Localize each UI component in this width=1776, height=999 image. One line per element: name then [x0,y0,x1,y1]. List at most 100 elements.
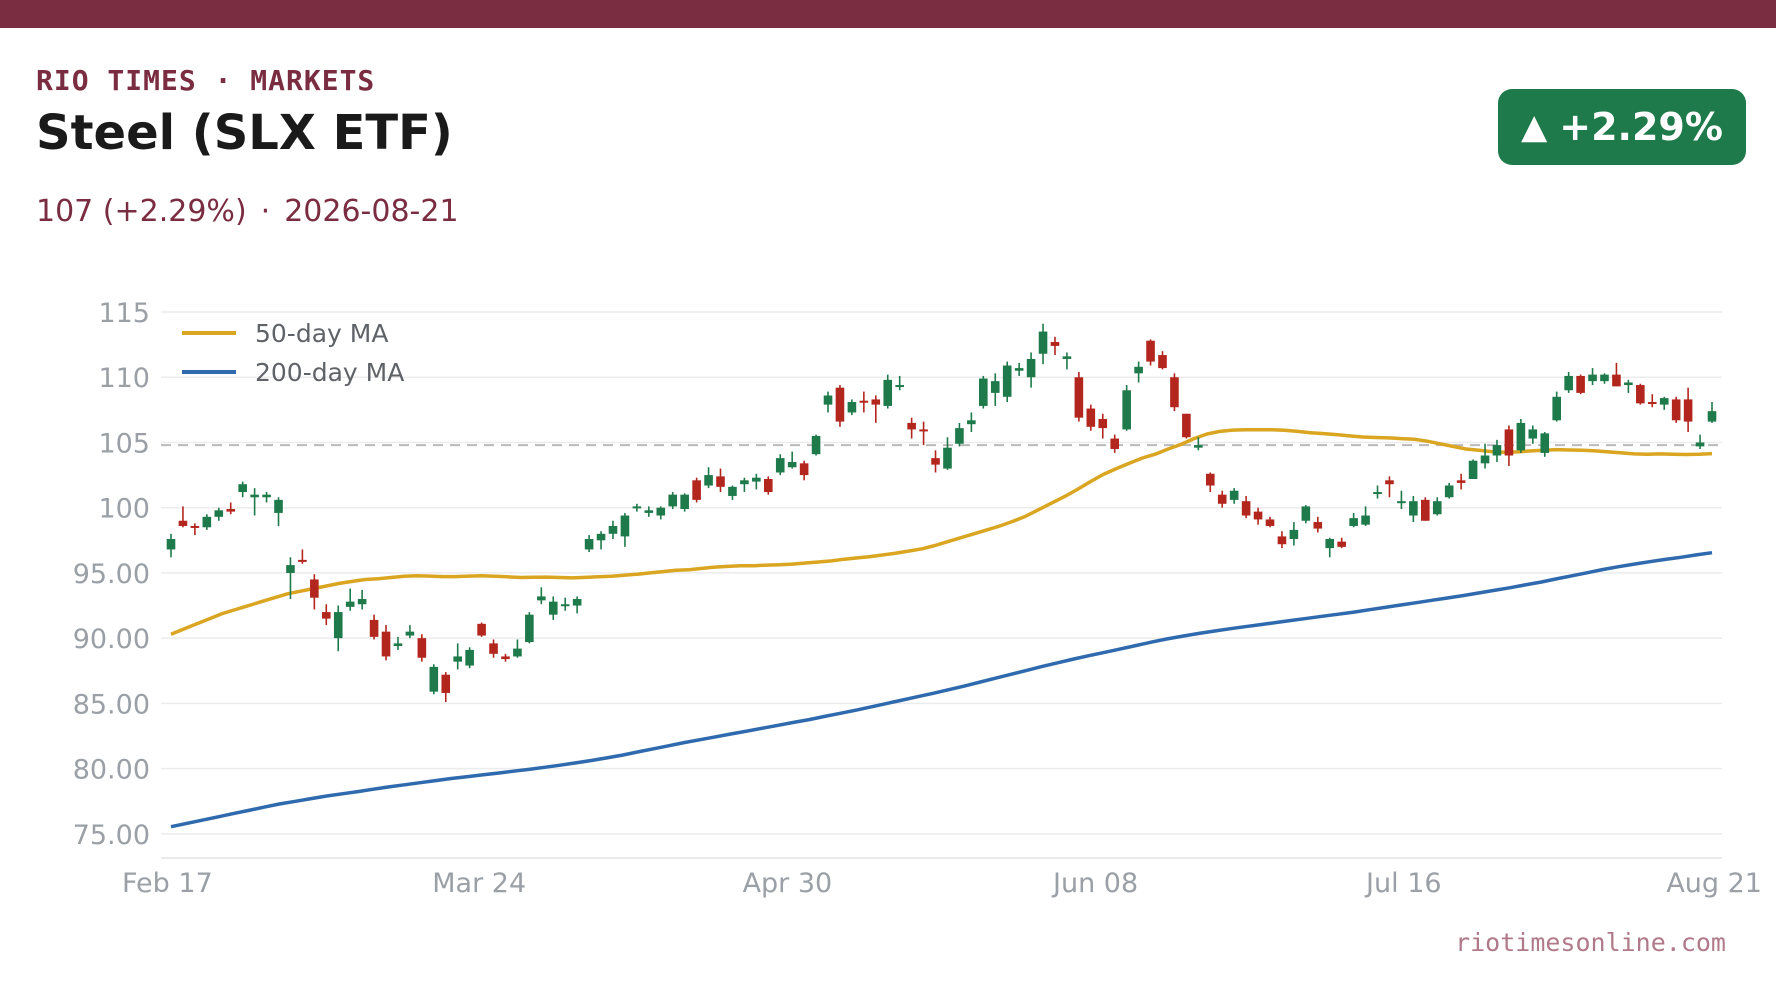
candle-up [967,420,976,425]
price-change-text: 107 (+2.29%) [36,194,247,229]
candle-up [990,381,1000,393]
ma200-line [170,550,1713,829]
x-tick-label: Apr 30 [743,868,833,899]
candle-up [333,612,343,639]
candle-down [1182,413,1191,438]
candle-up [979,378,988,406]
candle-up [262,494,271,498]
top-accent-bar [0,0,1776,28]
candle-down [1337,541,1346,547]
candle-down [321,612,331,619]
y-tick-label: 85.00 [73,689,150,720]
candle-down [1146,340,1155,362]
candle-up [1301,506,1311,521]
candle-down [1576,375,1585,393]
candle-up [1707,411,1717,422]
candle-down [441,674,451,693]
up-triangle-icon: ▲ [1521,107,1548,147]
candle-up [1564,375,1573,391]
source-credit: riotimesonline.com [1455,928,1726,957]
candle-up [274,499,283,513]
candle-down [1277,536,1287,545]
candle-up [1659,398,1669,405]
chart-title: Steel (SLX ETF) [36,105,453,161]
candle-down [226,509,236,512]
candle-down [1612,374,1621,387]
x-tick-label: Feb 17 [122,868,213,899]
candle-up [620,515,630,537]
candle-up [1038,331,1048,354]
candle-up [1373,492,1382,495]
legend-label: 200-day MA [255,358,404,387]
x-tick-label: Mar 24 [432,868,526,899]
candle-up [823,395,833,405]
candle-up [405,631,415,636]
candle-up [1468,460,1478,479]
candle-up [1624,382,1633,386]
candle-up [1444,485,1454,498]
candle-down [763,478,773,493]
x-tick-label: Jul 16 [1364,868,1442,899]
candle-up [1349,518,1358,526]
ma50-line [170,427,1713,636]
candle-up [752,477,761,482]
candle-up [572,599,582,606]
candle-up [1516,422,1526,451]
candle-down [1456,480,1466,483]
candle-up [1014,368,1024,371]
candle-up [728,486,737,496]
candle-up [202,516,212,528]
y-tick-label: 90.00 [73,624,150,655]
candle-up [632,506,642,509]
candle-down [835,387,845,422]
candle-up [286,565,295,573]
y-tick-label: 115 [98,298,150,329]
separator-dot: · [260,194,271,229]
candle-up [704,475,713,486]
y-tick-label: 80.00 [73,755,150,786]
candle-up [740,480,749,485]
y-tick-label: 110 [98,363,150,394]
candle-down [477,623,486,636]
candle-up [787,462,797,468]
candle-down [799,463,809,476]
candle-up [393,643,403,646]
candle-down [919,429,928,432]
price-date: 2026-08-21 [284,194,459,229]
candle-up [883,379,893,406]
x-tick-label: Jun 08 [1051,868,1138,899]
y-tick-label: 75.00 [73,820,150,851]
candle-down [692,480,701,500]
candle-down [907,422,916,430]
change-badge: ▲ +2.29% [1498,89,1746,165]
candle-down [369,619,379,637]
candle-down [1205,473,1215,486]
candle-up [811,435,821,455]
candle-up [1409,501,1418,516]
candle-down [1170,377,1179,408]
candle-up [1002,365,1012,397]
candle-up [680,494,689,510]
candle-up [1492,445,1502,456]
candle-up [656,507,666,516]
candle-down [1074,377,1084,418]
change-badge-value: +2.29% [1559,105,1723,149]
candle-down [1504,429,1514,456]
candle-up [1552,396,1562,421]
candle-up [895,385,904,388]
candle-down [931,458,940,465]
y-tick-label: 105 [98,428,150,459]
candle-up [668,494,678,507]
candle-up [584,539,594,550]
candle-down [859,400,869,403]
candle-up [238,484,247,493]
candle-down [1241,501,1251,516]
candle-up [1229,490,1239,500]
candle-up [537,596,546,601]
x-tick-label: Aug 21 [1666,868,1762,899]
candle-up [1600,374,1609,382]
candle-up [214,510,224,517]
candle-down [1086,408,1096,427]
candle-up [250,494,259,498]
